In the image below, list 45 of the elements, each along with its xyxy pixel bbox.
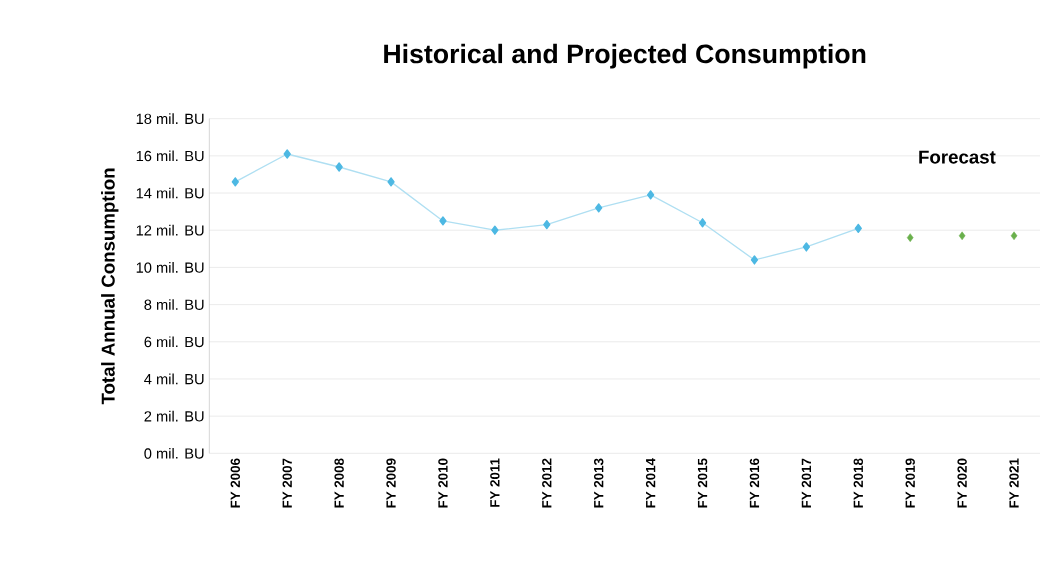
x-tick-label: FY 2012 [542, 458, 552, 508]
chart-title: Historical and Projected Consumption [384, 43, 866, 69]
point [439, 216, 447, 226]
y-tick-label: 2 mil. BU [144, 410, 204, 422]
y-tick-label: 16 mil. BU [136, 150, 204, 162]
y-tick-label: 8 mil. BU [144, 299, 204, 311]
x-tick-label: FY 2013 [593, 458, 604, 508]
y-tick-label: 14 mil. BU [136, 187, 204, 199]
point [1010, 231, 1018, 241]
x-tick-label: FY 2016 [749, 458, 760, 508]
point [387, 177, 395, 187]
x-tick-label: FY 2015 [697, 458, 708, 508]
x-tick-label: FY 2006 [230, 458, 241, 508]
x-tick-label: FY 2020 [957, 458, 967, 508]
point [335, 162, 343, 172]
point [802, 242, 811, 252]
y-tick-label: 18 mil. BU [136, 113, 204, 125]
annotation: Forecast [919, 150, 996, 164]
y-tick-label: 6 mil. BU [144, 336, 204, 348]
y-tick-label: 12 mil. BU [136, 225, 204, 236]
x-tick-label: FY 2010 [438, 458, 448, 508]
x-tick-label: FY 2019 [905, 458, 915, 508]
x-tick-label: FY 2017 [801, 458, 812, 508]
x-tick-label: FY 2011 [490, 458, 500, 507]
point [595, 203, 603, 213]
y-tick-label: 0 mil. BU [144, 448, 204, 459]
point [283, 149, 291, 159]
y-tick-label: 4 mil. BU [144, 373, 204, 385]
point [906, 233, 914, 243]
x-tick-label: FY 2009 [386, 458, 396, 508]
y-tick-label: 10 mil. BU [136, 262, 204, 273]
point [698, 218, 707, 228]
point [491, 225, 499, 236]
point [854, 223, 862, 234]
point [543, 220, 551, 230]
x-tick-label: FY 2021 [1009, 458, 1019, 508]
point [231, 177, 239, 187]
x-tick-label: FY 2018 [853, 458, 864, 508]
point [958, 231, 966, 241]
y-axis-title: Total Annual Consumption [101, 168, 119, 405]
x-tick-label: FY 2014 [645, 458, 656, 508]
x-tick-label: FY 2008 [334, 458, 344, 508]
point [646, 190, 655, 200]
x-tick-label: FY 2007 [282, 458, 292, 508]
point [750, 255, 759, 265]
